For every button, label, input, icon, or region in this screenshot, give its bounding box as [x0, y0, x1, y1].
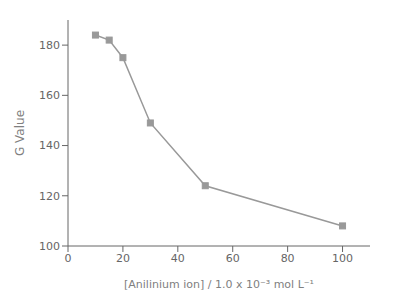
svg-text:180: 180 [39, 39, 60, 52]
svg-text:[Anilinium ion] / 1.0 x 10⁻³ m: [Anilinium ion] / 1.0 x 10⁻³ mol L⁻¹ [124, 278, 314, 291]
svg-text:100: 100 [39, 240, 60, 253]
svg-text:160: 160 [39, 89, 60, 102]
svg-text:20: 20 [116, 252, 130, 265]
svg-text:40: 40 [171, 252, 185, 265]
svg-text:80: 80 [281, 252, 295, 265]
svg-text:60: 60 [226, 252, 240, 265]
svg-text:100: 100 [332, 252, 353, 265]
svg-text:0: 0 [65, 252, 72, 265]
svg-text:120: 120 [39, 190, 60, 203]
svg-text:140: 140 [39, 139, 60, 152]
svg-text:G Value: G Value [13, 110, 27, 156]
